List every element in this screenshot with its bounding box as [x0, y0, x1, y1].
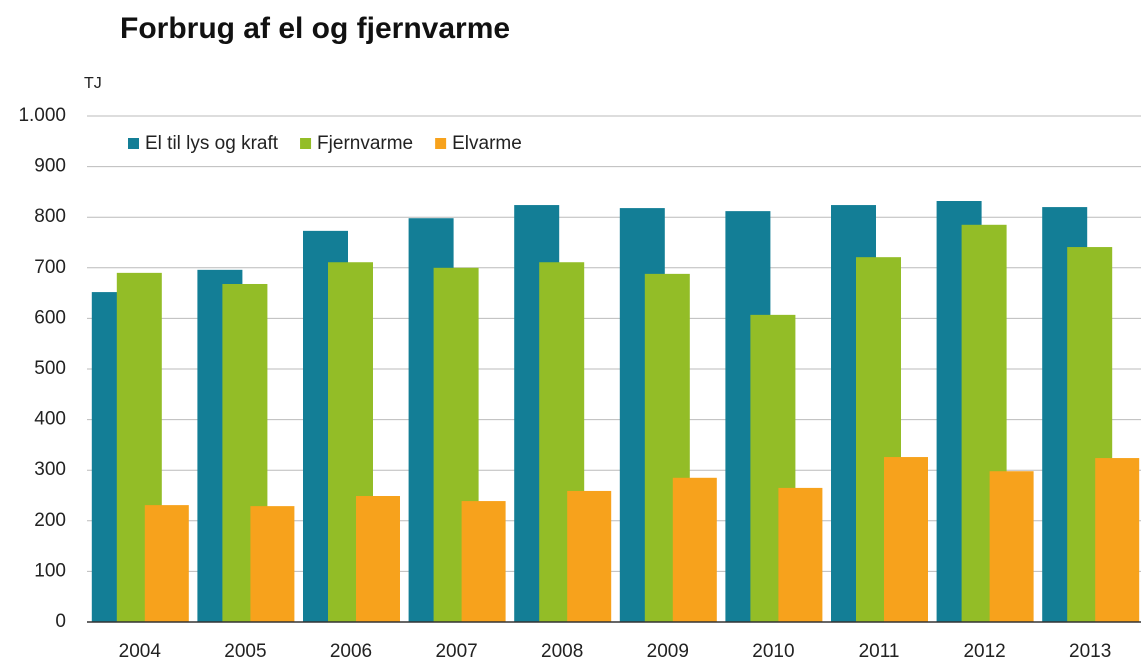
chart-title: Forbrug af el og fjernvarme: [120, 12, 510, 45]
y-tick-label: 400: [34, 409, 66, 430]
x-tick-label: 2009: [647, 641, 689, 662]
bar: [250, 506, 295, 622]
x-tick-label: 2007: [435, 641, 477, 662]
bar: [989, 471, 1034, 622]
legend-label: El til lys og kraft: [145, 133, 279, 154]
y-tick-label: 600: [34, 307, 66, 328]
bar: [356, 496, 400, 622]
y-tick-label: 200: [34, 510, 66, 531]
legend-swatch: [435, 138, 447, 149]
x-tick-label: 2006: [330, 641, 372, 662]
x-tick-label: 2012: [963, 641, 1005, 662]
y-unit: TJ: [84, 75, 102, 92]
bar: [1095, 458, 1140, 622]
bar: [567, 490, 612, 622]
x-tick-label: 2004: [119, 641, 162, 662]
bar: [461, 501, 506, 622]
bar: [144, 505, 189, 622]
y-tick-label: 100: [34, 560, 66, 581]
x-tick-label: 2008: [541, 641, 583, 662]
legend-label: Elvarme: [452, 133, 522, 154]
legend-swatch: [128, 138, 139, 149]
y-tick-label: 300: [34, 459, 66, 480]
legend-label: Fjernvarme: [317, 133, 413, 154]
y-tick-label: 700: [34, 257, 66, 278]
x-tick-label: 2011: [859, 641, 900, 662]
y-tick-label: 0: [55, 611, 66, 632]
x-tick-label: 2005: [224, 641, 266, 662]
bar: [884, 457, 928, 622]
x-tick-label: 2013: [1069, 641, 1111, 662]
y-tick-label: 1.000: [18, 105, 66, 126]
legend-swatch: [300, 138, 312, 149]
y-tick-label: 900: [34, 156, 66, 177]
bar: [778, 487, 823, 622]
bar: [672, 477, 717, 622]
x-tick-label: 2010: [752, 641, 794, 662]
y-tick-label: 800: [34, 206, 66, 227]
y-tick-label: 500: [34, 358, 66, 379]
